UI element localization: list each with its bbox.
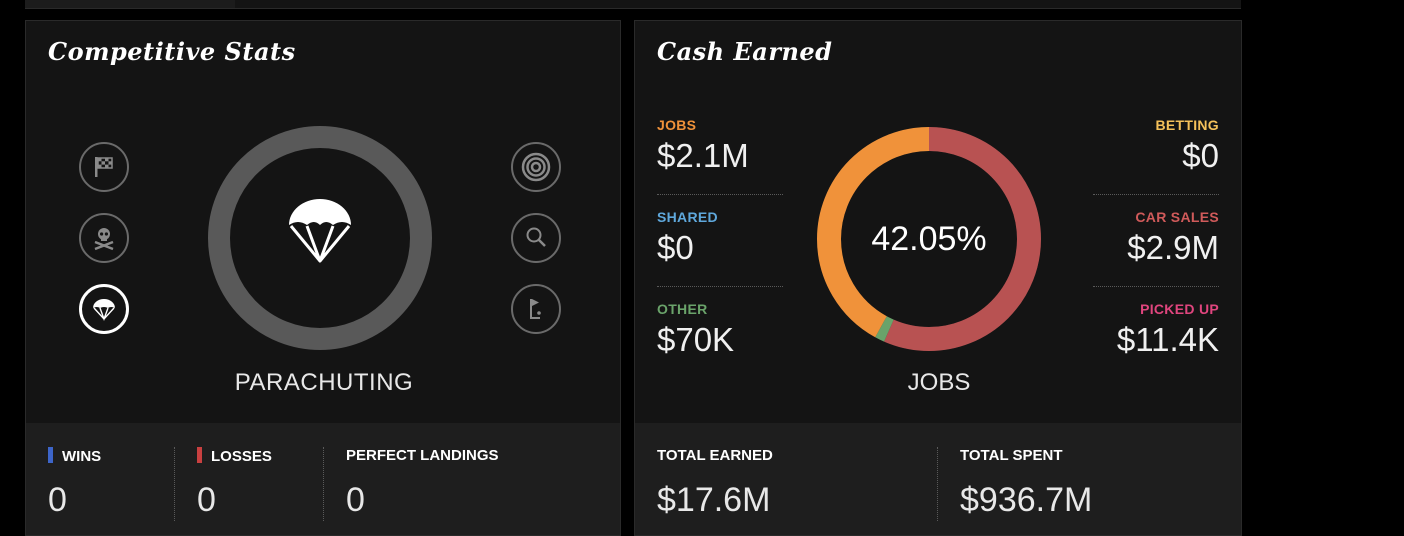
top-nav-active-segment[interactable] [25,0,235,8]
cash-donut-chart [817,127,1041,351]
donut-selected-label: JOBS [907,369,971,396]
donut-center-percent: 42.05% [871,219,987,258]
deathmatch-category-button[interactable] [79,213,129,263]
racing-category-button[interactable] [79,142,129,192]
cash-betting-item[interactable]: BETTING $0 [1093,117,1219,175]
cash-shared-label: SHARED [657,209,718,225]
divider [657,194,783,195]
cash-betting-value: $0 [1182,137,1219,174]
cash-footer: TOTAL EARNED $17.6M TOTAL SPENT $936.7M [635,423,1241,535]
cash-jobs-label: JOBS [657,117,697,133]
top-nav-bar [25,0,1241,9]
tennis-category-button[interactable] [511,213,561,263]
wins-label: WINS [62,448,102,465]
perfect-landings-label: PERFECT LANDINGS [346,447,499,464]
donut-segment-jobs[interactable] [817,127,1041,351]
target-icon [521,152,551,182]
cash-earned-panel: Cash Earned JOBS $2.1M SHARED $0 OTHER $… [634,20,1242,536]
parachute-large-icon [289,199,351,263]
parachute-icon [93,299,115,322]
parachuting-category-button[interactable] [79,284,129,334]
total-earned-value: $17.6M [657,481,771,519]
wins-marker [48,447,53,463]
losses-label: LOSSES [211,448,272,465]
cash-jobs-item[interactable]: JOBS $2.1M [657,117,783,175]
divider [1093,286,1219,287]
cash-other-label: OTHER [657,301,708,317]
selected-category-label: PARACHUTING [234,369,414,396]
losses-value: 0 [197,481,216,519]
cash-shared-value: $0 [657,229,694,266]
wins-value: 0 [48,481,67,519]
golf-category-button[interactable] [511,284,561,334]
cash-car-sales-value: $2.9M [1127,229,1219,266]
total-spent-label: TOTAL SPENT [960,447,1063,464]
panel-title: Cash Earned [657,37,833,66]
cash-other-value: $70K [657,321,735,358]
checkered-flag-icon [95,157,113,177]
shooting-range-category-button[interactable] [511,142,561,192]
losses-marker [197,447,202,463]
cash-betting-label: BETTING [1155,117,1219,133]
parachuting-stats-ring [208,126,432,350]
tennis-racket-icon [526,227,546,247]
total-earned-label: TOTAL EARNED [657,447,773,464]
divider [657,286,783,287]
cash-other-item[interactable]: OTHER $70K [657,301,783,359]
cash-shared-item[interactable]: SHARED $0 [657,209,783,267]
stats-footer: WINS 0 LOSSES 0 PERFECT LANDINGS 0 [26,423,620,535]
footer-divider [937,447,938,521]
cash-car-sales-label: CAR SALES [1135,209,1219,225]
cash-jobs-value: $2.1M [657,137,749,174]
perfect-landings-value: 0 [346,481,365,519]
total-spent-value: $936.7M [960,481,1093,519]
divider [1093,194,1219,195]
footer-divider [174,447,175,521]
footer-divider [323,447,324,521]
golf-flag-icon [530,299,541,319]
cash-picked-up-value: $11.4K [1116,321,1219,358]
competitive-stats-panel: Competitive Stats [25,20,621,536]
cash-picked-up-item[interactable]: PICKED UP $11.4K [1093,301,1219,359]
panel-title: Competitive Stats [48,37,296,66]
skull-crossbones-icon [94,228,114,251]
cash-car-sales-item[interactable]: CAR SALES $2.9M [1093,209,1219,267]
cash-picked-up-label: PICKED UP [1140,301,1219,317]
